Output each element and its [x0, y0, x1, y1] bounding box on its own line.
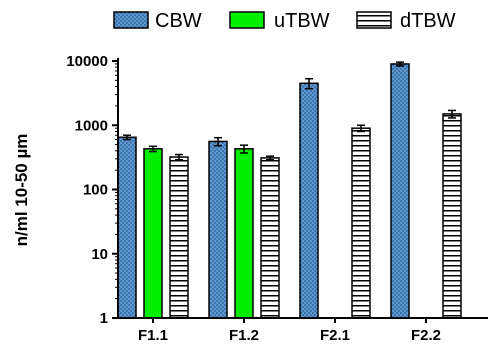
- bar-cbw-f1-1: [117, 136, 137, 319]
- bar-dtbw-f1-1: [169, 156, 189, 319]
- y-tick-label-10: 10: [91, 246, 108, 263]
- legend-item-dtbw: dTBW: [356, 10, 456, 32]
- legend-label-utbw: uTBW: [274, 10, 330, 32]
- legend-item-cbw: CBW: [113, 10, 202, 32]
- x-tick-label-f1-1: F1.1: [138, 327, 168, 344]
- bar-cbw-f2-1: [299, 82, 319, 319]
- y-tick-label-1000: 1000: [75, 117, 108, 134]
- x-tick-label-f2-1: F2.1: [320, 327, 350, 344]
- y-tick-label-1: 1: [100, 310, 108, 327]
- plot-area: F1.1 F1.2 F2.1 F2.2 1 10 100 1000 10000: [66, 53, 488, 344]
- bar-dtbw-f2-1: [351, 127, 371, 319]
- bar-utbw-f1-1: [143, 148, 163, 319]
- y-tick-label-100: 100: [83, 182, 108, 199]
- x-tick-label-f2-2: F2.2: [411, 327, 441, 344]
- x-tick-label-f1-2: F1.2: [229, 327, 259, 344]
- y-tick-label-10000: 10000: [66, 53, 108, 70]
- bar-dtbw-f2-2: [442, 113, 462, 319]
- bar-dtbw-f1-2: [260, 157, 280, 319]
- bar-cbw-f1-2: [208, 140, 228, 319]
- legend: CBW uTBW dTBW: [113, 10, 456, 32]
- legend-swatch-dtbw: [356, 11, 392, 29]
- legend-item-utbw: uTBW: [229, 10, 330, 32]
- legend-swatch-cbw: [113, 11, 149, 29]
- bar-cbw-f2-2: [390, 63, 410, 319]
- y-axis-title: n/ml 10-50 µm: [12, 134, 31, 247]
- bar-utbw-f1-2: [234, 148, 254, 319]
- legend-label-cbw: CBW: [155, 10, 202, 32]
- legend-label-dtbw: dTBW: [400, 10, 456, 32]
- legend-swatch-utbw: [229, 11, 265, 29]
